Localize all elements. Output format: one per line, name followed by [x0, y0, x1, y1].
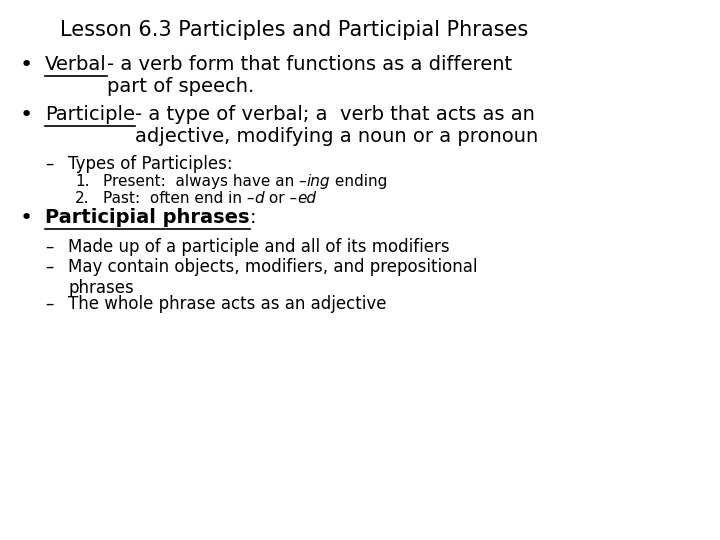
Text: •: •	[20, 55, 33, 75]
Text: Past:  often end in –: Past: often end in –	[103, 191, 254, 206]
Text: –: –	[45, 155, 53, 173]
Text: or –: or –	[264, 191, 297, 206]
Text: Participial phrases: Participial phrases	[45, 208, 250, 227]
Text: Types of Participles:: Types of Participles:	[68, 155, 233, 173]
Text: 1.: 1.	[75, 174, 89, 189]
Text: –: –	[45, 238, 53, 256]
Text: 2.: 2.	[75, 191, 89, 206]
Text: The whole phrase acts as an adjective: The whole phrase acts as an adjective	[68, 295, 387, 313]
Text: –: –	[45, 295, 53, 313]
Text: •: •	[20, 208, 33, 228]
Text: Lesson 6.3 Participles and Participial Phrases: Lesson 6.3 Participles and Participial P…	[60, 20, 528, 40]
Text: - a type of verbal; a  verb that acts as an
adjective, modifying a noun or a pro: - a type of verbal; a verb that acts as …	[135, 105, 539, 146]
Text: •: •	[20, 105, 33, 125]
Text: ing: ing	[307, 174, 330, 189]
Text: –: –	[45, 258, 53, 276]
Text: - a verb form that functions as a different
part of speech.: - a verb form that functions as a differ…	[107, 55, 512, 96]
Text: ed: ed	[297, 191, 316, 206]
Text: Made up of a participle and all of its modifiers: Made up of a participle and all of its m…	[68, 238, 449, 256]
Text: Participle: Participle	[45, 105, 135, 124]
Text: Verbal: Verbal	[45, 55, 107, 74]
Text: Present:  always have an –: Present: always have an –	[103, 174, 307, 189]
Text: May contain objects, modifiers, and prepositional
phrases: May contain objects, modifiers, and prep…	[68, 258, 477, 297]
Text: d: d	[254, 191, 264, 206]
Text: ending: ending	[330, 174, 387, 189]
Text: :: :	[250, 208, 256, 227]
